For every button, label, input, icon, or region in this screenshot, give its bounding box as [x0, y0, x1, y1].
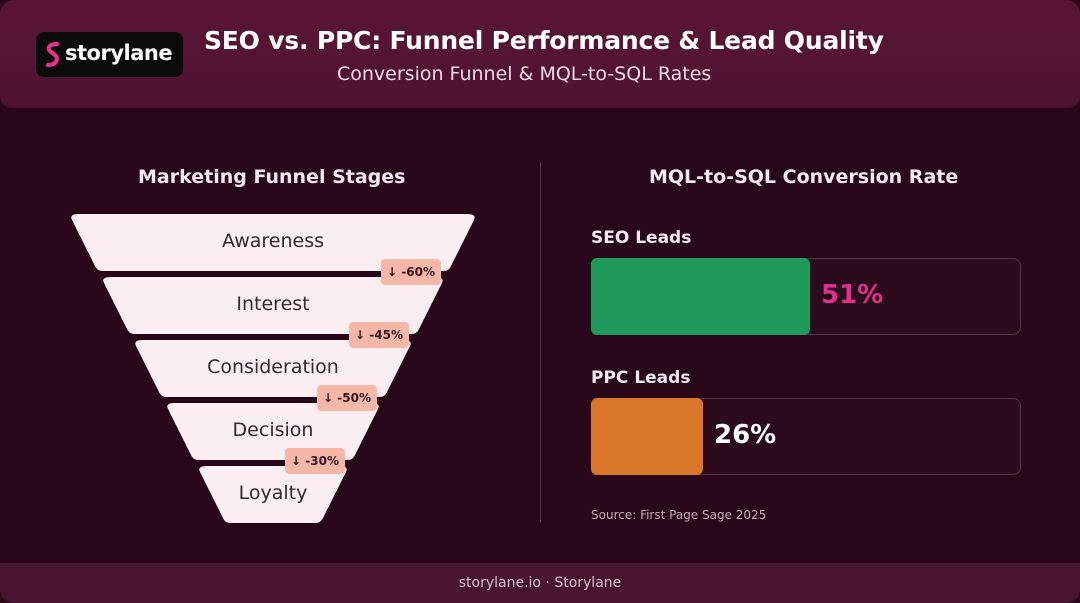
- page-title: SEO vs. PPC: Funnel Performance & Lead Q…: [204, 26, 884, 55]
- funnel-stage-label: Interest: [236, 293, 310, 315]
- conversion-chart-title: MQL-to-SQL Conversion Rate: [649, 166, 959, 188]
- drop-badge: ↓ -30%: [285, 448, 345, 474]
- bar-fill-ppc: [591, 398, 703, 475]
- funnel-stage-decision: [167, 403, 379, 460]
- drop-badge: ↓ -45%: [349, 322, 409, 348]
- bar-label-seo: SEO Leads: [591, 228, 692, 248]
- page-subtitle: Conversion Funnel & MQL-to-SQL Rates: [337, 63, 712, 85]
- logo-text: storylane: [65, 41, 173, 65]
- funnel-chart-title: Marketing Funnel Stages: [138, 166, 406, 188]
- header-banner: storylane SEO vs. PPC: Funnel Performanc…: [0, 0, 1080, 108]
- bar-label-ppc: PPC Leads: [591, 368, 691, 388]
- drop-badge: ↓ -50%: [317, 385, 377, 411]
- funnel-stage-interest: [103, 277, 443, 334]
- footer-bar: storylane.io · Storylane: [0, 563, 1080, 603]
- funnel-stage-label: Decision: [232, 419, 314, 441]
- footer-text: storylane.io · Storylane: [458, 575, 622, 591]
- source-note: Source: First Page Sage 2025: [591, 508, 767, 522]
- drop-badge: ↓ -60%: [381, 259, 441, 285]
- funnel-stage-label: Consideration: [207, 356, 339, 378]
- bar-value-ppc: 26%: [714, 420, 777, 450]
- bar-fill-seo: [591, 258, 810, 335]
- funnel-stage-consideration: [135, 340, 411, 397]
- bar-value-seo: 51%: [821, 280, 884, 310]
- storylane-logo-icon: [45, 41, 60, 68]
- funnel-stage-label: Loyalty: [238, 482, 308, 504]
- funnel-stage-label: Awareness: [221, 230, 325, 252]
- funnel-stage-awareness: [71, 214, 475, 271]
- funnel-stage-loyalty: [199, 466, 347, 523]
- funnel-chart: [71, 214, 475, 523]
- storylane-logo: storylane: [36, 32, 183, 77]
- section-divider: [540, 162, 541, 522]
